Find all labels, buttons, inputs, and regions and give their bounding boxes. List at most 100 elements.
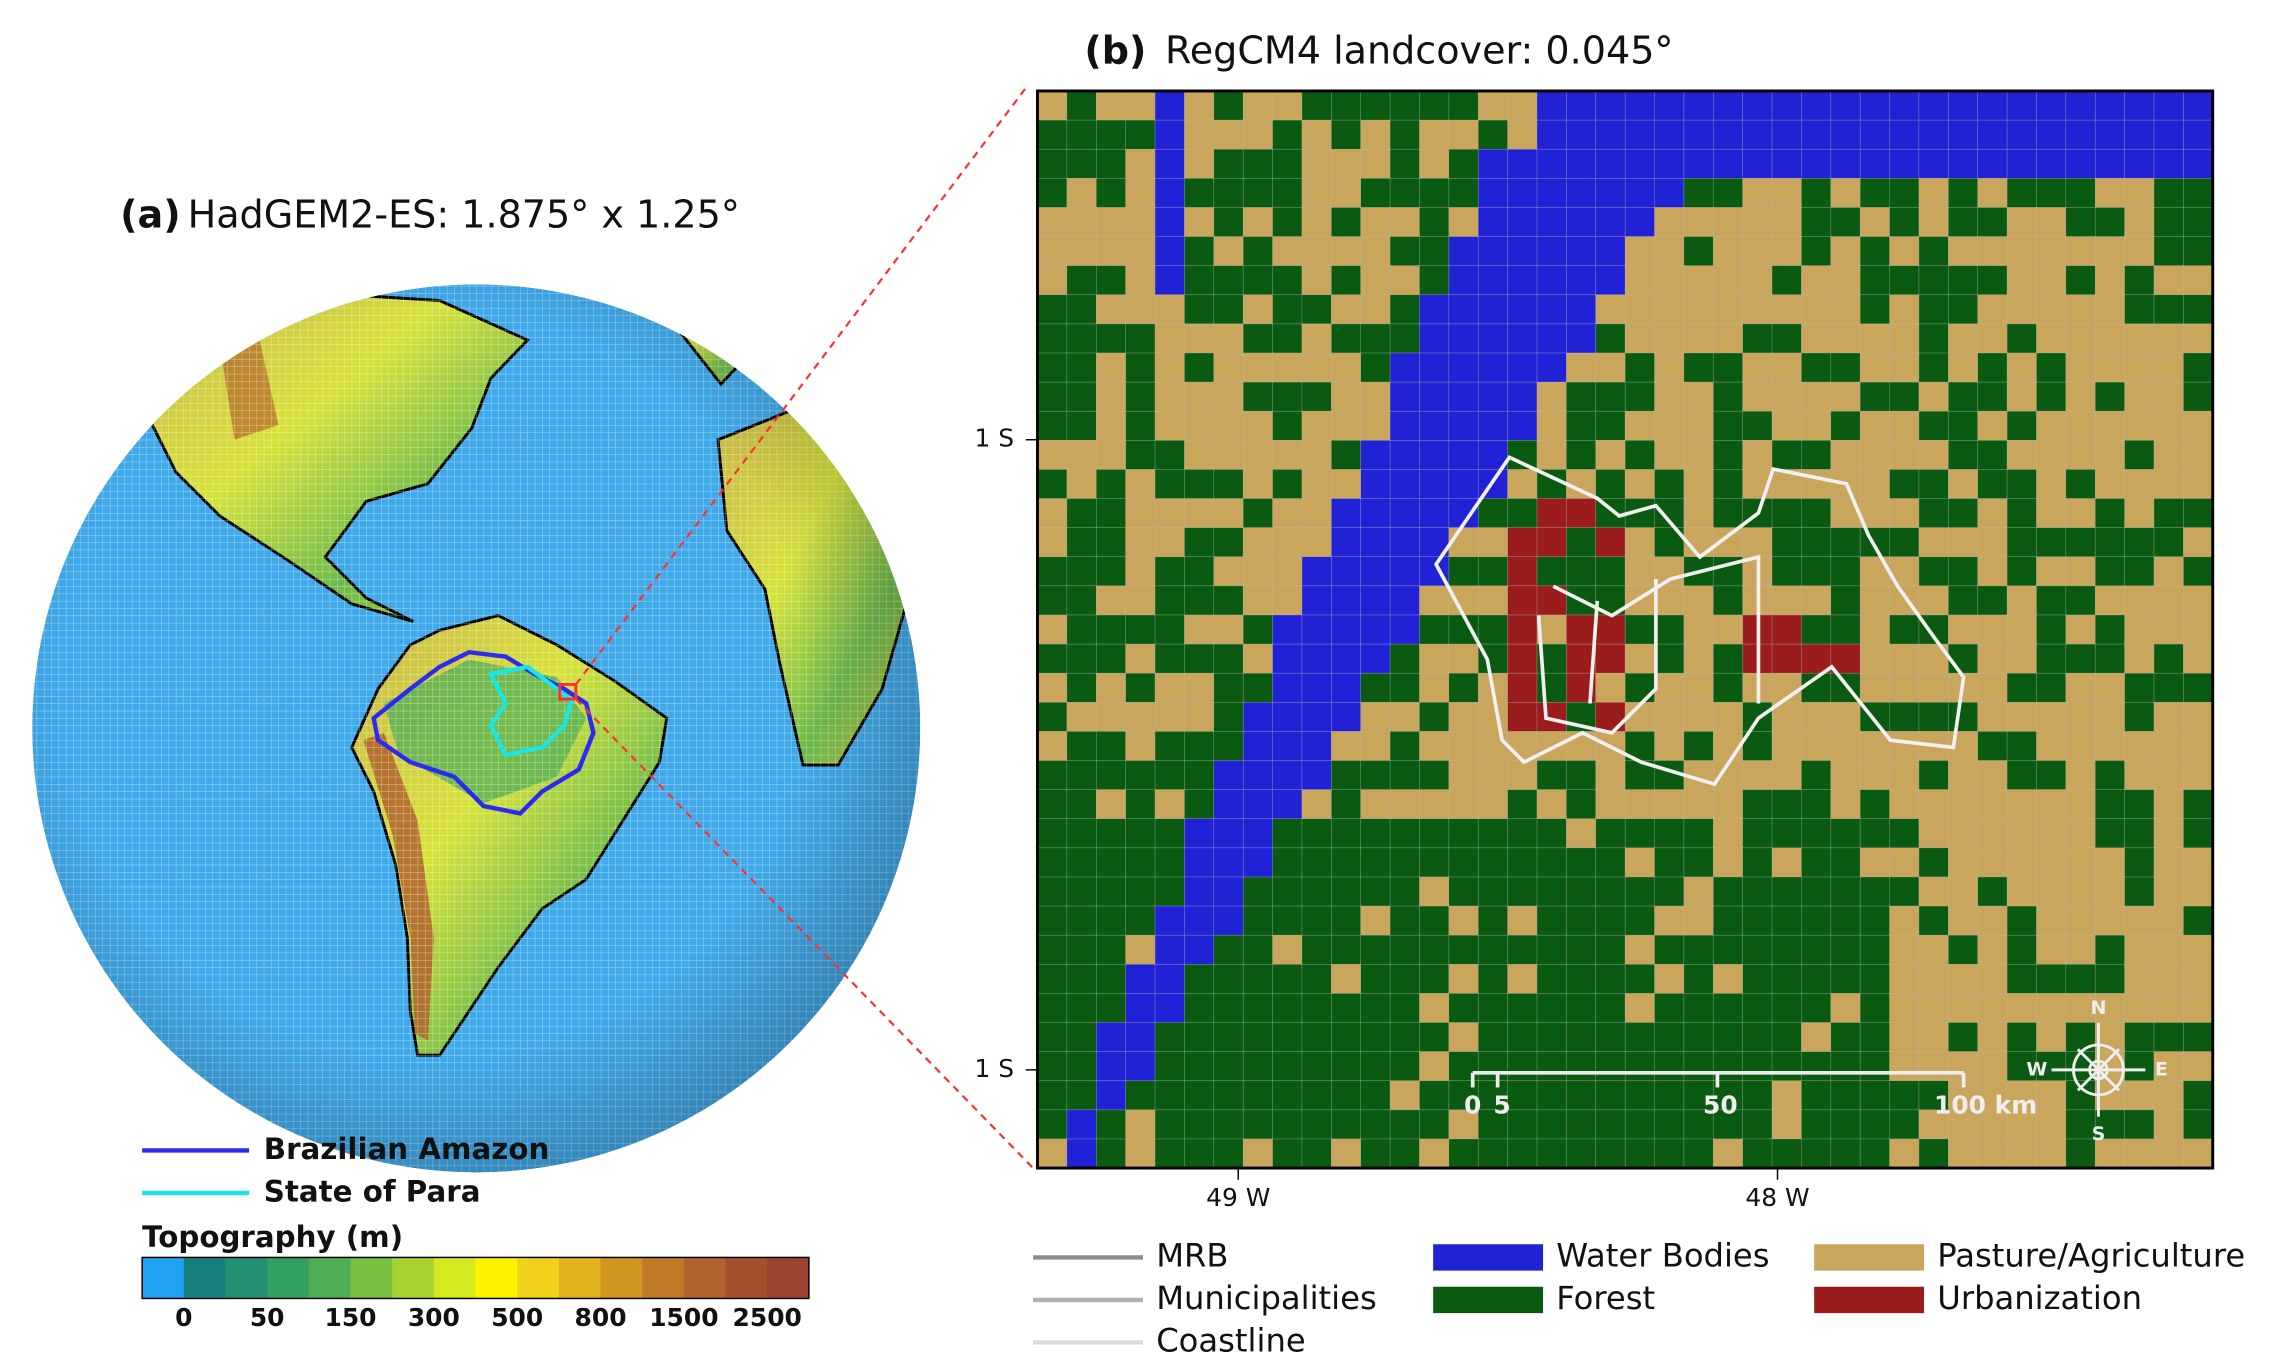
cell — [1507, 323, 1538, 354]
cell — [2124, 527, 2155, 558]
cell — [1536, 1022, 1567, 1053]
cell — [1977, 207, 2008, 238]
cell — [1536, 148, 1567, 179]
cell — [1066, 760, 1097, 791]
cell — [2065, 1109, 2096, 1140]
cell — [2124, 993, 2155, 1024]
cell — [1507, 585, 1538, 616]
cell — [1889, 90, 1920, 121]
cell — [2183, 323, 2214, 354]
cell — [2065, 760, 2096, 791]
cell — [1066, 818, 1097, 849]
cell — [1301, 1080, 1332, 1111]
cell — [2094, 993, 2126, 1024]
cell — [1859, 585, 1891, 616]
cell — [1213, 672, 1244, 703]
cell — [1595, 207, 1626, 238]
cell — [1477, 876, 1509, 907]
cell — [1566, 178, 1597, 209]
cell — [1624, 236, 1656, 267]
cell — [1859, 963, 1891, 994]
cell — [2124, 556, 2155, 587]
cell — [1184, 993, 1215, 1024]
cell — [1771, 1080, 1802, 1111]
cell — [1712, 701, 1744, 732]
cell — [1507, 1138, 1538, 1169]
cell — [1389, 1109, 1421, 1140]
cell — [2036, 148, 2067, 179]
cell — [1360, 469, 1391, 500]
cell — [1977, 294, 2008, 325]
cell — [1918, 1051, 1949, 1082]
cell — [2065, 527, 2096, 558]
cell — [1859, 614, 1891, 645]
cell — [1389, 963, 1421, 994]
cell — [1654, 1138, 1685, 1169]
cell — [2153, 614, 2184, 645]
cell — [1419, 323, 1450, 354]
cell — [1095, 731, 1127, 762]
cell — [1595, 90, 1626, 121]
cell — [2183, 789, 2214, 820]
cell — [1331, 934, 1362, 965]
cell — [1889, 1138, 1920, 1169]
cell — [1213, 410, 1244, 441]
cell — [1037, 236, 1068, 267]
legend-label: Pasture/Agriculture — [1937, 1236, 2245, 1274]
cell — [1830, 556, 1861, 587]
cell — [1389, 440, 1421, 470]
cell — [2036, 963, 2067, 994]
cell — [1037, 905, 1068, 936]
cell — [1242, 1080, 1274, 1111]
cell — [2094, 498, 2126, 529]
cell — [1771, 294, 1802, 325]
cell — [1331, 178, 1362, 209]
cell — [1889, 236, 1920, 267]
cell — [1889, 1080, 1920, 1111]
cell — [1242, 701, 1274, 732]
cell — [2036, 265, 2067, 296]
cell — [1948, 556, 1979, 587]
cell — [1654, 410, 1685, 441]
cell — [1507, 207, 1538, 238]
cell — [1918, 760, 1949, 791]
cell — [1389, 760, 1421, 791]
cell — [1742, 381, 1773, 412]
cell — [1918, 119, 1949, 150]
cell — [1654, 119, 1685, 150]
cell — [1536, 1109, 1567, 1140]
cell — [1889, 498, 1920, 529]
cell — [1389, 381, 1421, 412]
cell — [1889, 614, 1920, 645]
cell — [1654, 469, 1685, 500]
cell — [2124, 1080, 2155, 1111]
cell — [2094, 556, 2126, 587]
cell — [2036, 207, 2067, 238]
globe — [32, 284, 921, 1173]
cell — [1213, 527, 1244, 558]
cell — [1566, 847, 1597, 878]
cell — [1184, 410, 1215, 441]
colorbar-swatch — [392, 1257, 435, 1299]
cell — [1830, 148, 1861, 179]
cell — [2183, 934, 2214, 965]
cell — [1242, 207, 1274, 238]
cell — [1683, 934, 1714, 965]
cell — [1830, 876, 1861, 907]
cell — [1918, 148, 1949, 179]
cell — [1889, 643, 1920, 674]
cell — [2065, 905, 2096, 936]
cell — [1066, 527, 1097, 558]
cell — [1272, 876, 1303, 907]
cell — [1918, 963, 1949, 994]
cell — [1801, 90, 1832, 121]
colorbar-title: Topography (m) — [142, 1220, 403, 1254]
cell — [1360, 731, 1391, 762]
cell — [1360, 410, 1391, 441]
cell — [1801, 527, 1832, 558]
cell — [1154, 1138, 1185, 1169]
cell — [2094, 323, 2126, 354]
cell — [2153, 148, 2184, 179]
cell — [1360, 760, 1391, 791]
cell — [1801, 498, 1832, 529]
